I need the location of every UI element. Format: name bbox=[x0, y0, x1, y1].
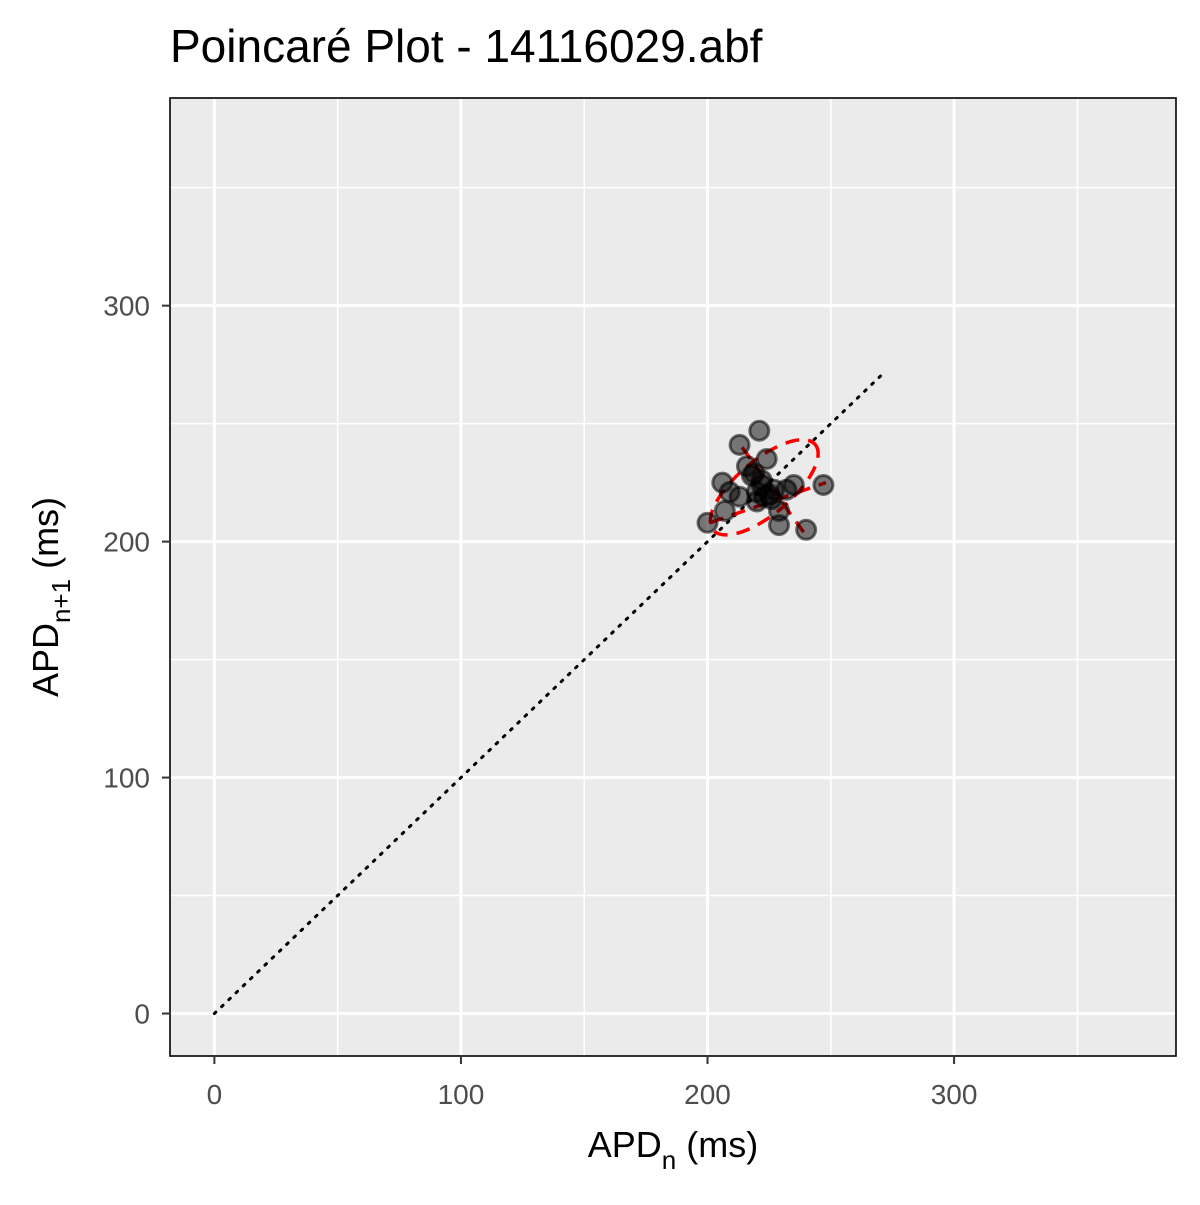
data-point bbox=[728, 433, 751, 456]
points-layer bbox=[696, 419, 835, 541]
y-tick-label: 200 bbox=[103, 527, 150, 558]
y-axis-title: APDn+1 (ms) bbox=[25, 497, 76, 697]
data-point bbox=[748, 419, 771, 442]
x-tick-label: 100 bbox=[438, 1079, 485, 1110]
y-axis-ticks: 0 100 200 300 bbox=[103, 291, 170, 1030]
data-point bbox=[795, 518, 818, 541]
plot-border bbox=[169, 97, 1177, 1057]
y-tick-label: 300 bbox=[103, 291, 150, 322]
x-title-sub: n bbox=[662, 1145, 676, 1175]
x-title-unit: (ms) bbox=[676, 1124, 758, 1165]
y-title-unit: (ms) bbox=[25, 497, 66, 579]
data-point bbox=[713, 499, 736, 522]
ellipse-axis bbox=[709, 480, 827, 525]
chart-title: Poincaré Plot - 14116029.abf bbox=[170, 20, 763, 72]
data-point bbox=[696, 511, 719, 534]
y-title-sub: n+1 bbox=[46, 579, 76, 623]
y-tick-label: 100 bbox=[103, 763, 150, 794]
x-tick-label: 0 bbox=[207, 1079, 223, 1110]
x-tick-label: 200 bbox=[684, 1079, 731, 1110]
data-point bbox=[782, 473, 805, 496]
y-title-main: APD bbox=[25, 623, 66, 697]
x-axis-ticks: 0 100 200 300 bbox=[207, 1056, 978, 1110]
plot-panel bbox=[170, 98, 1176, 1056]
x-axis-title: APDn (ms) bbox=[588, 1124, 758, 1175]
x-title-main: APD bbox=[588, 1124, 662, 1165]
data-point bbox=[768, 514, 791, 537]
x-tick-label: 300 bbox=[931, 1079, 978, 1110]
grid-lines bbox=[170, 98, 1176, 1056]
data-point bbox=[812, 473, 835, 496]
y-tick-label: 0 bbox=[134, 999, 150, 1030]
data-point bbox=[755, 448, 778, 471]
